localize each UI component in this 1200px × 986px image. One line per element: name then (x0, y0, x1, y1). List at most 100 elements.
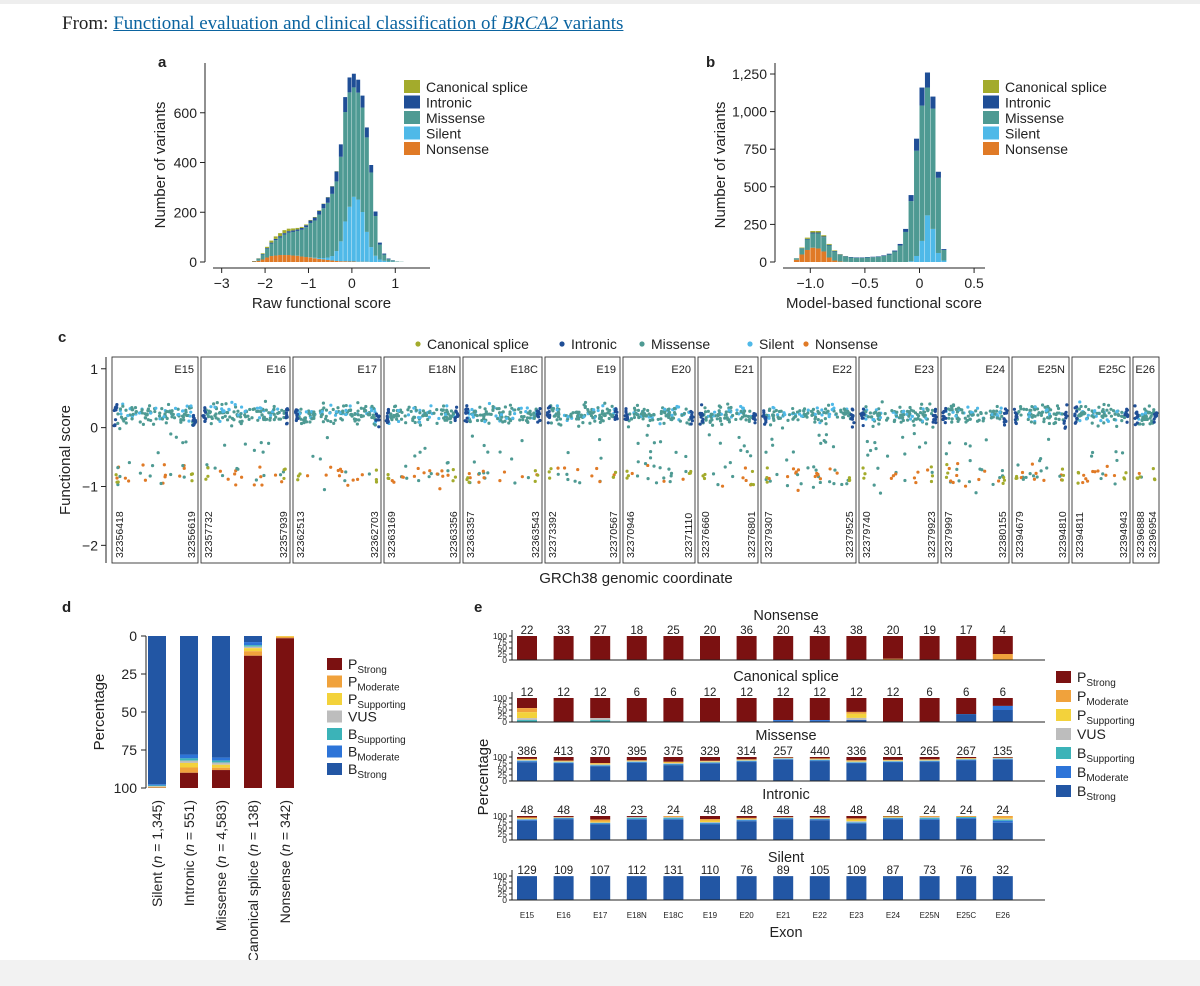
hist-bar (282, 255, 287, 262)
intronic-point (1003, 418, 1007, 422)
variant-point (491, 405, 495, 409)
variant-point (805, 415, 809, 419)
variant-point (968, 417, 972, 421)
variant-point (338, 411, 342, 415)
intronic-point (932, 414, 937, 418)
variant-point (777, 416, 781, 421)
intronic-point (203, 406, 207, 410)
variant-point (903, 452, 907, 456)
hist-bar (273, 255, 278, 262)
variant-point (812, 465, 816, 469)
variant-point (644, 414, 648, 418)
variant-point (442, 416, 446, 420)
variant-point (342, 404, 346, 408)
variant-point (578, 481, 582, 485)
variant-point (768, 479, 772, 483)
count-label: 329 (700, 746, 719, 758)
variant-point (273, 473, 278, 477)
variant-point (1085, 479, 1090, 483)
stacked-bar-segment (809, 820, 830, 840)
legend-label: PSupporting (1077, 707, 1135, 727)
legend-swatch (327, 710, 342, 723)
hist-bar (299, 226, 304, 228)
variant-point (1105, 418, 1109, 422)
variant-point (407, 405, 411, 409)
stacked-bar-segment (773, 816, 794, 817)
variant-point (636, 460, 640, 464)
variant-point (124, 408, 128, 412)
legend-label: Intronic (1005, 95, 1051, 111)
variant-point (639, 412, 643, 416)
variant-point (669, 471, 674, 475)
variant-point (416, 466, 420, 471)
variant-point (267, 411, 271, 415)
variant-point (484, 410, 488, 414)
stacked-bar-segment (212, 764, 230, 768)
variant-point (646, 408, 650, 413)
article-title-link[interactable]: Functional evaluation and clinical class… (113, 13, 623, 34)
variant-point (421, 414, 425, 418)
hist-bar (373, 215, 378, 256)
variant-point (834, 412, 838, 416)
variant-point (501, 410, 505, 414)
variant-point (889, 476, 893, 481)
stacked-bar-segment (736, 761, 757, 763)
hist-bar (351, 73, 356, 88)
variant-point (1029, 420, 1034, 424)
stacked-bar-segment (809, 757, 830, 759)
y-axis-label: Number of variants (152, 102, 169, 229)
variant-point (165, 416, 169, 421)
variant-point (519, 410, 523, 414)
variant-point (582, 415, 586, 419)
stacked-bar-segment (809, 760, 830, 762)
legend-label: Nonsense (426, 141, 489, 157)
legend-label: BStrong (348, 761, 387, 781)
variant-point (1036, 413, 1040, 417)
variant-point (950, 408, 954, 412)
variant-point (632, 415, 637, 420)
variant-point (676, 405, 681, 409)
variant-point (595, 466, 599, 471)
variant-point (589, 411, 593, 415)
intronic-point (700, 403, 704, 407)
variant-point (262, 473, 266, 478)
panel-letter: c (58, 329, 66, 346)
variant-point (610, 414, 614, 418)
variant-point (124, 421, 128, 425)
stacked-bar-segment (148, 785, 166, 787)
variant-point (703, 410, 708, 414)
splice-point (847, 476, 852, 480)
variant-point (239, 422, 243, 426)
stacked-bar-segment (148, 786, 166, 787)
variant-point (131, 412, 135, 417)
variant-point (731, 474, 735, 479)
variant-point (1033, 408, 1037, 412)
hist-bar (304, 224, 309, 226)
splice-point (625, 469, 629, 473)
variant-point (169, 472, 173, 477)
stacked-bar-segment (919, 757, 940, 760)
variant-point (141, 422, 145, 426)
variant-point (233, 402, 237, 407)
variant-point (1033, 421, 1037, 425)
stacked-bar-segment (773, 818, 794, 820)
legend-dot (415, 341, 421, 347)
intronic-point (942, 415, 946, 419)
variant-point (1152, 408, 1156, 412)
stacked-bar-segment (809, 636, 830, 660)
hist-bar (269, 243, 274, 257)
count-label: 24 (996, 805, 1009, 817)
variant-point (329, 465, 333, 469)
variant-point (1057, 417, 1061, 422)
variant-point (826, 403, 831, 407)
variant-point (1039, 469, 1043, 473)
intronic-point (624, 417, 628, 422)
hist-bar (278, 233, 283, 237)
variant-point (907, 414, 911, 418)
count-label: 48 (557, 805, 570, 817)
variant-point (828, 480, 832, 484)
variant-point (182, 475, 186, 479)
variant-point (984, 411, 988, 415)
stacked-bar-segment (276, 636, 294, 639)
